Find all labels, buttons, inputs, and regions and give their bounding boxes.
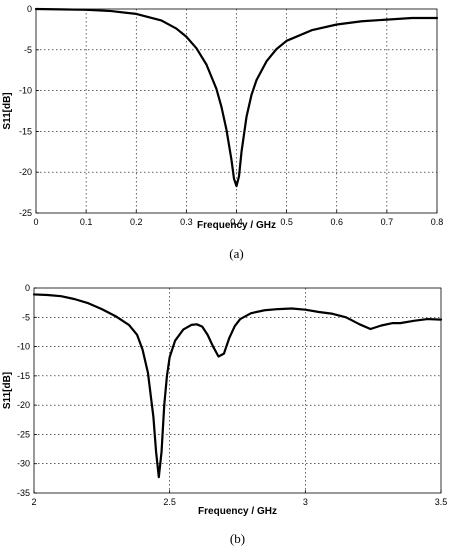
y-tick-label: 0 [25,283,30,293]
x-axis-label: Frequency / GHz [197,220,276,231]
chart-panel-b: 2 2.5 3 3.5 0 -5 -10 -15 -20 -25 -30 -35 Frequency /… [2,283,447,546]
y-tick-label: -25 [17,429,30,439]
y-tick-label: -15 [17,371,30,381]
x-axis-label: Frequency / GHz [198,506,277,517]
y-axis-label: S11[dB] [2,92,13,129]
y-tick-label: -25 [19,208,32,218]
x-tick-label: 2.5 [163,497,176,507]
x-tick-label: 0.6 [330,217,343,227]
s11-curve [32,293,443,479]
y-tick-label: -10 [17,342,30,352]
y-tick-label: -5 [22,312,30,322]
y-tick-label: -20 [19,167,32,177]
panel-caption: (b) [230,531,245,546]
x-tick-label: 0.4 [230,217,243,227]
x-tick-label: 0.5 [280,217,293,227]
y-axis-label: S11[dB] [2,372,13,409]
x-tick-label: 0.8 [431,217,444,227]
x-tick-label: 3 [303,497,308,507]
x-tick-label: 0.3 [180,217,193,227]
x-tick-label: 2 [31,497,36,507]
chart-panel-a: 0 0.1 0.2 0.3 0.4 0.5 0.6 0.7 0.8 0 -5 -10 -15 -20 -25… [2,4,443,261]
y-tick-label: -20 [17,400,30,410]
y-tick-label: -15 [19,126,32,136]
x-tick-label: 0 [33,217,38,227]
panel-caption: (a) [229,246,243,261]
y-tick-label: -10 [19,86,32,96]
y-tick-label: -5 [24,45,32,55]
y-tick-label: -35 [17,488,30,498]
x-tick-label: 3.5 [435,497,448,507]
x-tick-label: 0.1 [80,217,93,227]
y-tick-label: -30 [17,459,30,469]
plot-frame [33,287,442,494]
s11-curve [34,7,439,188]
x-tick-label: 0.2 [130,217,143,227]
y-tick-label: 0 [27,4,32,14]
x-tick-label: 0.7 [381,217,394,227]
